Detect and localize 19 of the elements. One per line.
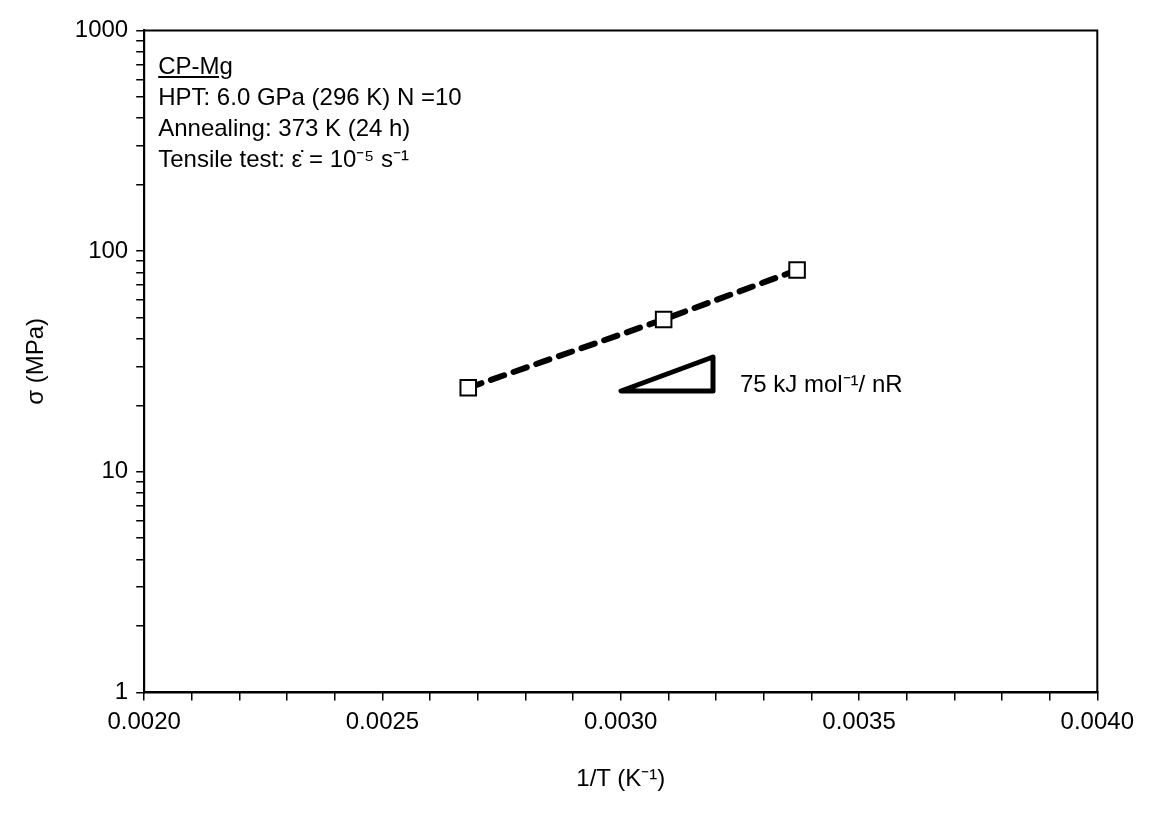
annotation: Annealing: 373 K (24 h) bbox=[158, 113, 412, 144]
y-axis-title: σ (MPa) bbox=[21, 317, 49, 405]
x-tick-label: 0.0030 bbox=[584, 707, 658, 735]
point bbox=[459, 379, 478, 397]
annotation: CP-Mg bbox=[158, 51, 234, 82]
y-tick-label: 100 bbox=[88, 235, 129, 263]
annotation: 75 kJ mol⁻¹/ nR bbox=[739, 368, 903, 399]
point bbox=[788, 261, 806, 279]
x-tick-label: 0.0035 bbox=[822, 707, 896, 735]
annotation: Tensile test: ε̇ = 10⁻⁵ s⁻¹ bbox=[158, 144, 410, 175]
point bbox=[654, 310, 673, 329]
annotation: HPT: 6.0 GPa (296 K) N =10 bbox=[158, 82, 462, 113]
y-tick-label: 1 bbox=[114, 677, 129, 705]
y-tick-label: 1000 bbox=[74, 15, 129, 43]
x-tick-label: 0.0025 bbox=[345, 707, 420, 735]
y-tick-label: 10 bbox=[101, 456, 129, 484]
x-tick-label: 0.0040 bbox=[1060, 707, 1134, 735]
x-tick-label: 0.0020 bbox=[107, 707, 181, 735]
x-axis-title: 1/T (K⁻¹) bbox=[576, 764, 666, 792]
